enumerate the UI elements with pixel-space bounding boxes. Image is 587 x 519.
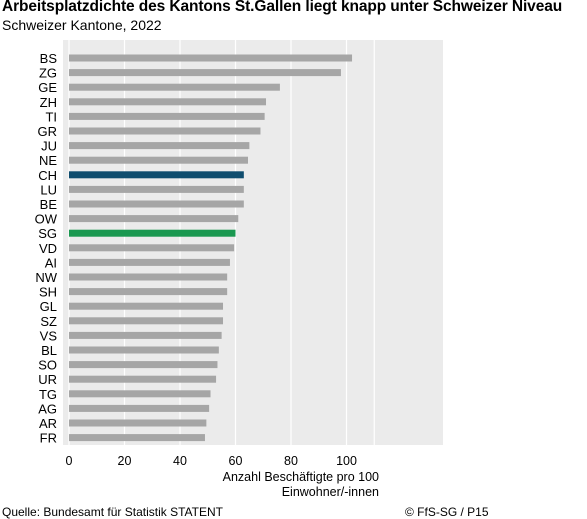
category-label-ow: OW (35, 212, 58, 227)
bar-tg (69, 390, 211, 398)
x-tick-label: 20 (118, 454, 132, 468)
bar-bl (69, 346, 219, 354)
category-label-ge: GE (38, 80, 57, 95)
category-label-bs: BS (40, 51, 58, 66)
category-label-ar: AR (39, 416, 57, 431)
bar-ur (69, 375, 217, 383)
bar-ai (69, 258, 230, 266)
category-label-zg: ZG (39, 66, 57, 81)
category-label-ch: CH (38, 168, 57, 183)
bar-ge (69, 83, 280, 91)
x-tick-label: 80 (284, 454, 298, 468)
chart-title: Arbeitsplatzdichte des Kantons St.Gallen… (2, 0, 563, 15)
bar-ow (69, 215, 239, 223)
copyright-note: © FfS-SG / P15 (405, 505, 489, 519)
bar-lu (69, 185, 244, 193)
x-tick-label: 60 (229, 454, 243, 468)
bar-sh (69, 288, 228, 296)
gridlines (68, 40, 375, 445)
category-label-ju: JU (41, 139, 57, 154)
bar-zg (69, 69, 341, 77)
bar-fr (69, 434, 205, 442)
bar-zh (69, 98, 267, 106)
category-label-nw: NW (35, 270, 57, 285)
bars (69, 54, 353, 442)
source-note: Quelle: Bundesamt für Statistik STATENT (2, 505, 223, 519)
category-label-vd: VD (39, 241, 57, 256)
bar-gr (69, 127, 261, 135)
bar-so (69, 361, 218, 369)
bar-vs (69, 331, 222, 339)
bar-chart: BSZGGEZHTIGRJUNECHLUBEOWSGVDAINWSHGLSZVS… (35, 40, 443, 499)
x-tick-label: 100 (336, 454, 357, 468)
category-label-ur: UR (38, 372, 57, 387)
category-label-vs: VS (40, 328, 58, 343)
bar-ne (69, 156, 248, 164)
category-labels: BSZGGEZHTIGRJUNECHLUBEOWSGVDAINWSHGLSZVS… (35, 51, 58, 446)
bar-sz (69, 317, 224, 325)
category-label-sg: SG (38, 226, 57, 241)
category-label-sz: SZ (40, 314, 57, 329)
category-label-gl: GL (40, 299, 57, 314)
bar-bs (69, 54, 353, 62)
category-label-gr: GR (38, 124, 58, 139)
chart-subtitle: Schweizer Kantone, 2022 (2, 17, 162, 33)
x-axis-label: Anzahl Beschäftigte pro 100Einwohner/-in… (223, 470, 379, 499)
category-label-zh: ZH (40, 95, 57, 110)
category-label-sh: SH (39, 285, 57, 300)
category-label-ti: TI (45, 109, 57, 124)
category-label-fr: FR (40, 431, 57, 446)
category-label-ag: AG (38, 401, 57, 416)
bar-be (69, 200, 244, 208)
category-label-lu: LU (40, 182, 57, 197)
bar-gl (69, 302, 224, 310)
category-label-so: SO (38, 358, 57, 373)
bar-ar (69, 419, 207, 427)
x-tick-labels: 0 20 40 60 80 100 (66, 454, 357, 468)
bar-nw (69, 273, 228, 281)
category-label-tg: TG (39, 387, 57, 402)
category-label-bl: BL (41, 343, 57, 358)
x-axis-label-line: Einwohner/-innen (282, 485, 379, 499)
category-label-ai: AI (45, 255, 57, 270)
bar-ti (69, 112, 265, 120)
x-axis-label-line: Anzahl Beschäftigte pro 100 (223, 470, 379, 484)
bar-sg (69, 229, 236, 237)
bar-vd (69, 244, 235, 252)
category-label-be: BE (40, 197, 58, 212)
category-label-ne: NE (39, 153, 57, 168)
x-tick-label: 40 (173, 454, 187, 468)
bar-ch (69, 171, 244, 179)
bar-ag (69, 404, 210, 412)
x-tick-label: 0 (66, 454, 73, 468)
bar-ju (69, 142, 250, 150)
